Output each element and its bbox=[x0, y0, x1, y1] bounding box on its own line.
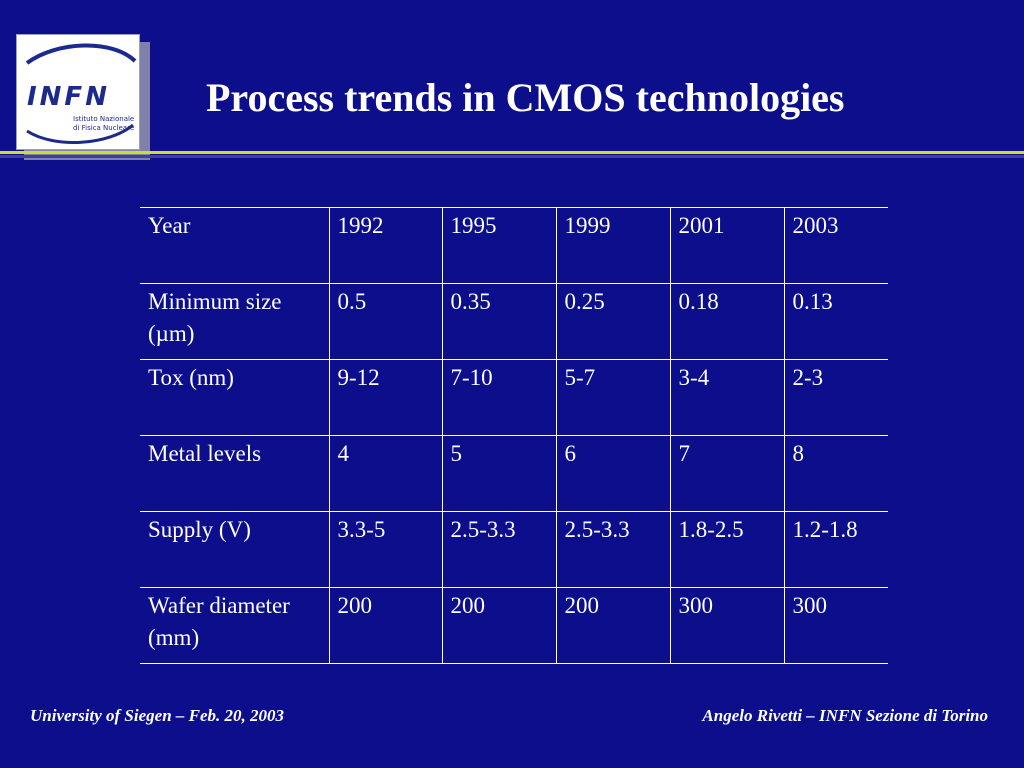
table-cell: 0.35 bbox=[441, 283, 556, 360]
row-label: Supply (V) bbox=[140, 511, 329, 588]
table-cell: 9-12 bbox=[328, 359, 442, 436]
page-title: Process trends in CMOS technologies bbox=[206, 75, 845, 120]
row-label: Wafer diameter (mm) bbox=[140, 587, 329, 664]
table-cell: 5 bbox=[441, 435, 556, 512]
table-cell: 200 bbox=[441, 587, 556, 664]
title-rule bbox=[0, 151, 1024, 154]
table-cell: 1999 bbox=[555, 207, 670, 284]
table-cell: 2.5-3.3 bbox=[441, 511, 556, 588]
table-row-metal-levels: Metal levels 4 5 6 7 8 bbox=[140, 435, 888, 512]
table-cell: 2003 bbox=[783, 207, 888, 284]
table-cell: 0.13 bbox=[783, 283, 888, 360]
row-label: Minimum size (µm) bbox=[140, 283, 329, 360]
table-cell: 2001 bbox=[669, 207, 784, 284]
table-cell: 3-4 bbox=[669, 359, 784, 436]
infn-logo: INFN Istituto Nazionale di Fisica Nuclea… bbox=[16, 34, 140, 150]
table-cell: 5-7 bbox=[555, 359, 670, 436]
title-rule-shadow bbox=[0, 155, 1024, 158]
logo-arc-bottom bbox=[26, 123, 134, 144]
logo-arc-top bbox=[25, 43, 137, 65]
table-cell: 1.2-1.8 bbox=[783, 511, 888, 588]
table-cell: 200 bbox=[328, 587, 442, 664]
table-cell: 8 bbox=[783, 435, 888, 512]
table-cell: 1995 bbox=[441, 207, 556, 284]
footer-right: Angelo Rivetti – INFN Sezione di Torino bbox=[702, 706, 988, 725]
row-label: Metal levels bbox=[140, 435, 329, 512]
table-cell: 300 bbox=[669, 587, 784, 664]
table-cell: 2.5-3.3 bbox=[555, 511, 670, 588]
logo-subtitle-line1: Istituto Nazionale bbox=[73, 115, 134, 123]
table-row-supply: Supply (V) 3.3-5 2.5-3.3 2.5-3.3 1.8-2.5… bbox=[140, 511, 888, 588]
process-trends-table: Year 1992 1995 1999 2001 2003 Minimum si… bbox=[140, 207, 888, 664]
logo-subtitle-line2: di Fisica Nucleare bbox=[73, 124, 134, 132]
table-cell: 1992 bbox=[328, 207, 442, 284]
logo-text: INFN bbox=[27, 82, 110, 112]
table-cell: 7 bbox=[669, 435, 784, 512]
table-cell: 4 bbox=[328, 435, 442, 512]
table-row-tox: Tox (nm) 9-12 7-10 5-7 3-4 2-3 bbox=[140, 359, 888, 436]
row-label: Tox (nm) bbox=[140, 359, 329, 436]
table-cell: 1.8-2.5 bbox=[669, 511, 784, 588]
table-row-wafer-diameter: Wafer diameter (mm) 200 200 200 300 300 bbox=[140, 587, 888, 664]
infn-logo-graphic: INFN Istituto Nazionale di Fisica Nuclea… bbox=[25, 43, 137, 144]
table-cell: 3.3-5 bbox=[328, 511, 442, 588]
table-cell: 2-3 bbox=[783, 359, 888, 436]
row-label: Year bbox=[140, 207, 329, 284]
table-cell: 7-10 bbox=[441, 359, 556, 436]
table-row-minimum-size: Minimum size (µm) 0.5 0.35 0.25 0.18 0.1… bbox=[140, 283, 888, 360]
table-cell: 0.5 bbox=[328, 283, 442, 360]
table-row-year: Year 1992 1995 1999 2001 2003 bbox=[140, 207, 888, 284]
table-cell: 200 bbox=[555, 587, 670, 664]
table-cell: 0.25 bbox=[555, 283, 670, 360]
table-cell: 6 bbox=[555, 435, 670, 512]
table-cell: 0.18 bbox=[669, 283, 784, 360]
footer-left: University of Siegen – Feb. 20, 2003 bbox=[30, 706, 285, 725]
table-cell: 300 bbox=[783, 587, 888, 664]
